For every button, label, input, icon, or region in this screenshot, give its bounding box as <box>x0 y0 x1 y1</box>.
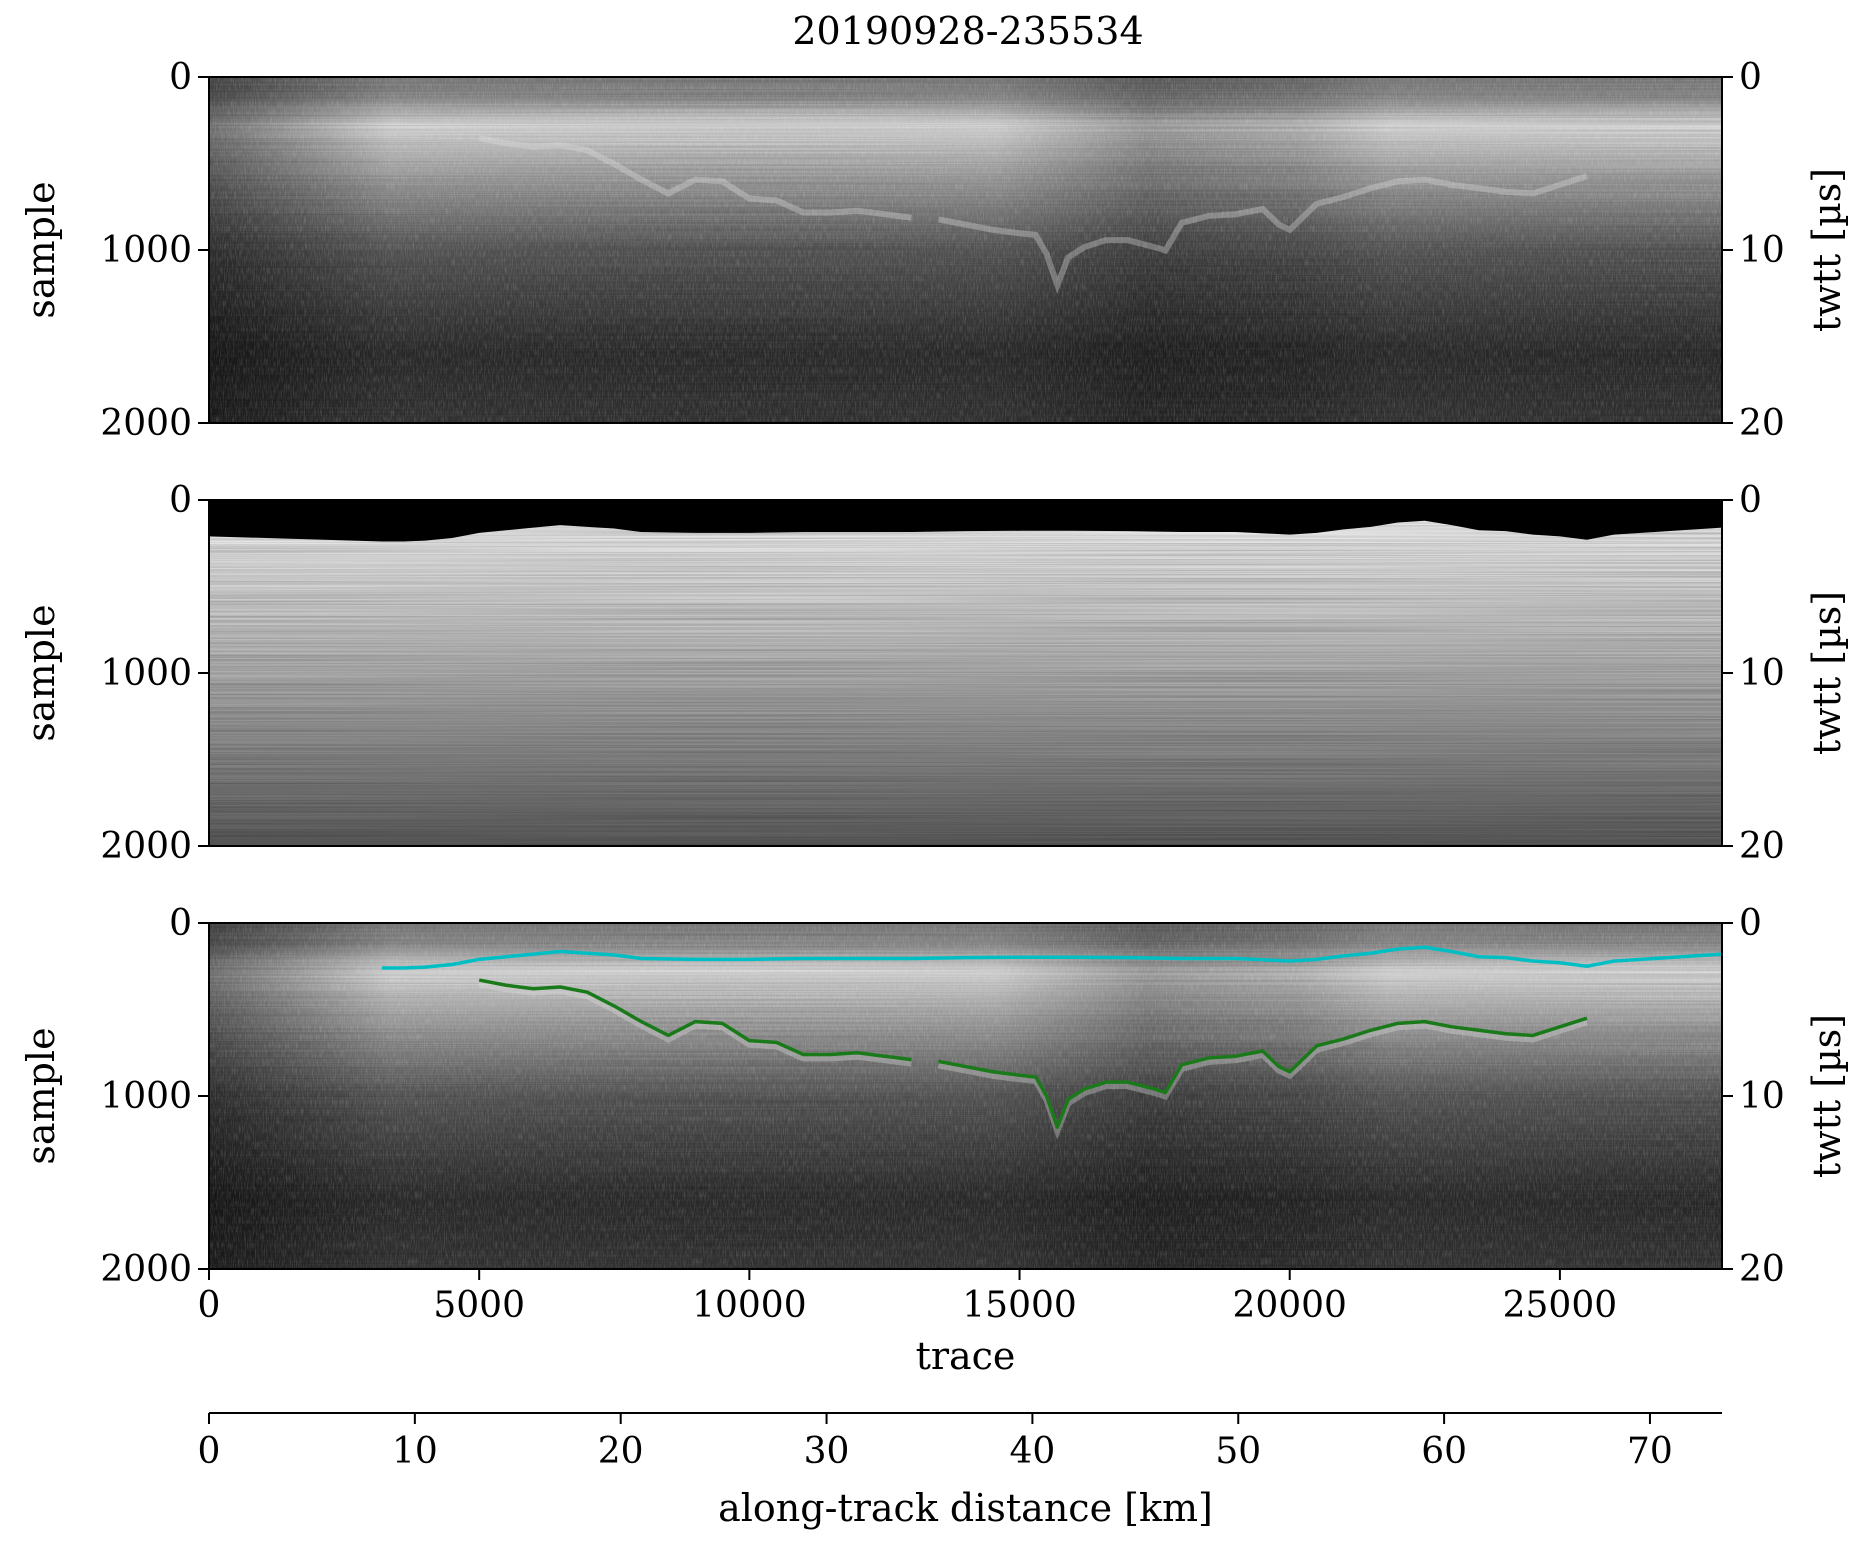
ytick-left-label: 0 <box>169 480 192 521</box>
ytick-right-label: 0 <box>1739 57 1762 98</box>
ylabel-left: sample <box>19 1027 63 1164</box>
ylabel-left: sample <box>19 181 63 318</box>
distance-tick-label: 0 <box>198 1431 221 1472</box>
xtick-label: 25000 <box>1503 1285 1618 1326</box>
ytick-right-label: 20 <box>1739 826 1785 867</box>
bed-pick-line-1 <box>478 978 912 1062</box>
ytick-left-label: 0 <box>169 903 192 944</box>
air-region <box>209 500 1722 542</box>
xtick-label: 0 <box>198 1285 221 1326</box>
ytick-left-label: 1000 <box>100 653 192 694</box>
bed-pick-line-2 <box>938 1016 1588 1129</box>
xlabel: trace <box>916 1334 1016 1378</box>
ylabel-right: twtt [µs] <box>1805 1014 1849 1178</box>
ytick-right-label: 10 <box>1739 653 1785 694</box>
ylabel-right: twtt [µs] <box>1805 591 1849 755</box>
ytick-left-label: 1000 <box>100 230 192 271</box>
ylabel-right: twtt [µs] <box>1805 168 1849 332</box>
distance-xlabel: along-track distance [km] <box>718 1486 1213 1530</box>
surface-pick-line-0 <box>381 945 1723 970</box>
radargram-streaks <box>209 77 1722 423</box>
ytick-left-label: 2000 <box>100 403 192 444</box>
ytick-right-label: 0 <box>1739 480 1762 521</box>
bed-reflector-0 <box>478 981 912 1067</box>
ytick-right-label: 20 <box>1739 403 1785 444</box>
ytick-right-label: 0 <box>1739 903 1762 944</box>
distance-tick-label: 20 <box>598 1431 644 1472</box>
radargram-streaks <box>209 923 1722 1269</box>
ytick-right-label: 10 <box>1739 1076 1785 1117</box>
ytick-left-label: 0 <box>169 57 192 98</box>
ytick-left-label: 1000 <box>100 1076 192 1117</box>
distance-tick-label: 40 <box>1009 1431 1055 1472</box>
figure-title: 20190928-235534 <box>792 9 1143 53</box>
distance-tick-label: 50 <box>1215 1431 1261 1472</box>
distance-tick-label: 70 <box>1627 1431 1673 1472</box>
ytick-left-label: 2000 <box>100 1249 192 1290</box>
distance-tick-label: 30 <box>804 1431 850 1472</box>
xtick-label: 15000 <box>962 1285 1077 1326</box>
bed-reflector-1 <box>937 173 1588 294</box>
ytick-right-label: 10 <box>1739 230 1785 271</box>
ytick-left-label: 2000 <box>100 826 192 867</box>
radargram-streaks <box>209 500 1722 846</box>
panel-middle: 0 1000 2000 0 10 20 sample twtt [µs] <box>19 480 1849 867</box>
ylabel-left: sample <box>19 604 63 741</box>
bed-reflector-0 <box>478 135 912 221</box>
distance-tick-label: 10 <box>392 1431 438 1472</box>
distance-tick-label: 60 <box>1421 1431 1467 1472</box>
xtick-label: 10000 <box>692 1285 807 1326</box>
xtick-label: 5000 <box>433 1285 525 1326</box>
panel-top: 0 1000 2000 0 10 20 sample twtt [µs] <box>19 57 1849 444</box>
bed-reflector-1 <box>937 1019 1588 1140</box>
xtick-label: 20000 <box>1232 1285 1347 1326</box>
ytick-right-label: 20 <box>1739 1249 1785 1290</box>
